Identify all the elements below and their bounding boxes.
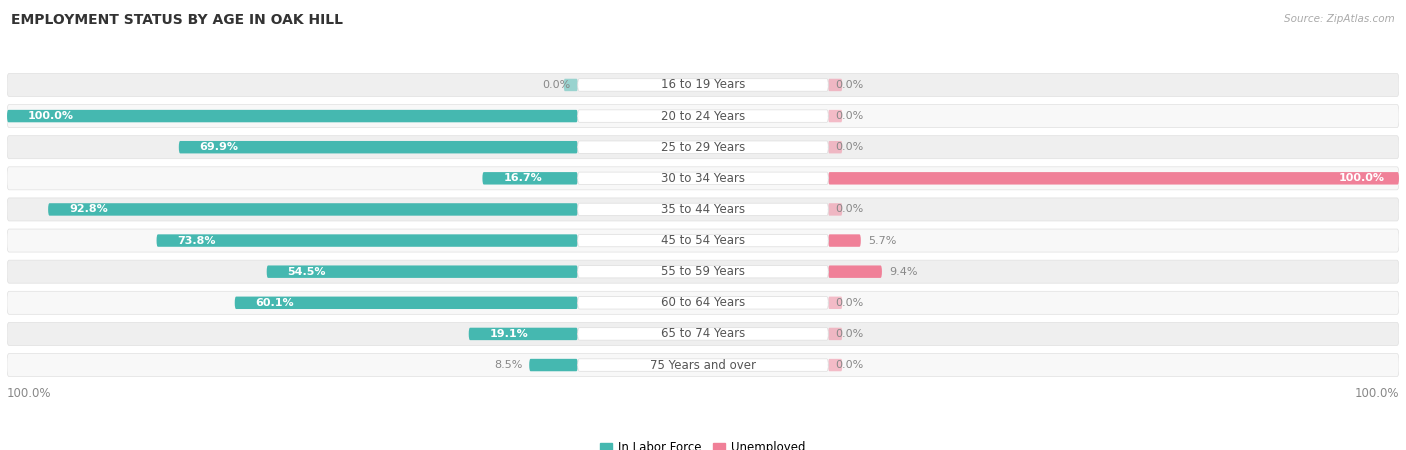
- Text: 8.5%: 8.5%: [494, 360, 522, 370]
- Text: 0.0%: 0.0%: [835, 329, 863, 339]
- FancyBboxPatch shape: [828, 266, 882, 278]
- FancyBboxPatch shape: [468, 328, 578, 340]
- FancyBboxPatch shape: [578, 141, 828, 153]
- Text: 45 to 54 Years: 45 to 54 Years: [661, 234, 745, 247]
- Text: 92.8%: 92.8%: [69, 204, 108, 215]
- FancyBboxPatch shape: [156, 234, 578, 247]
- FancyBboxPatch shape: [482, 172, 578, 184]
- Text: 100.0%: 100.0%: [28, 111, 75, 121]
- FancyBboxPatch shape: [235, 297, 578, 309]
- Text: 0.0%: 0.0%: [835, 80, 863, 90]
- FancyBboxPatch shape: [578, 172, 828, 184]
- Text: 75 Years and over: 75 Years and over: [650, 359, 756, 372]
- Text: 9.4%: 9.4%: [889, 267, 917, 277]
- FancyBboxPatch shape: [7, 229, 1399, 252]
- FancyBboxPatch shape: [578, 79, 828, 91]
- Text: 73.8%: 73.8%: [177, 235, 217, 246]
- FancyBboxPatch shape: [7, 167, 1399, 190]
- FancyBboxPatch shape: [7, 354, 1399, 377]
- FancyBboxPatch shape: [578, 234, 828, 247]
- FancyBboxPatch shape: [578, 203, 828, 216]
- Text: 65 to 74 Years: 65 to 74 Years: [661, 328, 745, 341]
- FancyBboxPatch shape: [578, 110, 828, 122]
- Text: 0.0%: 0.0%: [835, 111, 863, 121]
- Text: 0.0%: 0.0%: [543, 80, 571, 90]
- FancyBboxPatch shape: [529, 359, 578, 371]
- Text: 100.0%: 100.0%: [1339, 173, 1385, 183]
- FancyBboxPatch shape: [828, 172, 1399, 184]
- FancyBboxPatch shape: [7, 322, 1399, 346]
- FancyBboxPatch shape: [7, 260, 1399, 283]
- FancyBboxPatch shape: [564, 79, 578, 91]
- FancyBboxPatch shape: [828, 79, 842, 91]
- FancyBboxPatch shape: [7, 110, 578, 122]
- FancyBboxPatch shape: [578, 359, 828, 371]
- Text: 25 to 29 Years: 25 to 29 Years: [661, 141, 745, 154]
- Text: Source: ZipAtlas.com: Source: ZipAtlas.com: [1284, 14, 1395, 23]
- FancyBboxPatch shape: [7, 291, 1399, 314]
- FancyBboxPatch shape: [828, 141, 842, 153]
- FancyBboxPatch shape: [7, 136, 1399, 159]
- Text: 100.0%: 100.0%: [7, 387, 52, 400]
- FancyBboxPatch shape: [578, 266, 828, 278]
- FancyBboxPatch shape: [828, 328, 842, 340]
- FancyBboxPatch shape: [179, 141, 578, 153]
- Text: 54.5%: 54.5%: [288, 267, 326, 277]
- FancyBboxPatch shape: [7, 198, 1399, 221]
- Text: 55 to 59 Years: 55 to 59 Years: [661, 265, 745, 278]
- Text: 0.0%: 0.0%: [835, 204, 863, 215]
- Text: 5.7%: 5.7%: [868, 235, 896, 246]
- FancyBboxPatch shape: [828, 110, 842, 122]
- Text: 0.0%: 0.0%: [835, 142, 863, 152]
- Text: 19.1%: 19.1%: [489, 329, 529, 339]
- Text: 0.0%: 0.0%: [835, 298, 863, 308]
- Text: 100.0%: 100.0%: [1354, 387, 1399, 400]
- Text: 16 to 19 Years: 16 to 19 Years: [661, 78, 745, 91]
- Text: 35 to 44 Years: 35 to 44 Years: [661, 203, 745, 216]
- Text: 20 to 24 Years: 20 to 24 Years: [661, 109, 745, 122]
- FancyBboxPatch shape: [48, 203, 578, 216]
- FancyBboxPatch shape: [828, 203, 842, 216]
- Text: 60.1%: 60.1%: [256, 298, 294, 308]
- Text: EMPLOYMENT STATUS BY AGE IN OAK HILL: EMPLOYMENT STATUS BY AGE IN OAK HILL: [11, 14, 343, 27]
- FancyBboxPatch shape: [578, 297, 828, 309]
- Legend: In Labor Force, Unemployed: In Labor Force, Unemployed: [596, 436, 810, 450]
- FancyBboxPatch shape: [828, 359, 842, 371]
- Text: 0.0%: 0.0%: [835, 360, 863, 370]
- Text: 60 to 64 Years: 60 to 64 Years: [661, 296, 745, 309]
- FancyBboxPatch shape: [7, 73, 1399, 96]
- Text: 30 to 34 Years: 30 to 34 Years: [661, 172, 745, 185]
- FancyBboxPatch shape: [267, 266, 578, 278]
- FancyBboxPatch shape: [828, 297, 842, 309]
- FancyBboxPatch shape: [828, 234, 860, 247]
- FancyBboxPatch shape: [7, 104, 1399, 128]
- FancyBboxPatch shape: [578, 328, 828, 340]
- Text: 16.7%: 16.7%: [503, 173, 543, 183]
- Text: 69.9%: 69.9%: [200, 142, 239, 152]
